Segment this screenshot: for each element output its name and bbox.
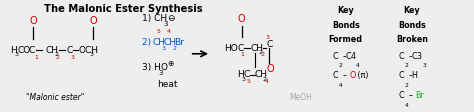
Text: 2: 2 [405, 64, 409, 68]
Text: 2: 2 [260, 52, 264, 57]
Text: 3: 3 [417, 52, 421, 60]
Text: heat: heat [157, 80, 177, 89]
Text: C: C [332, 71, 338, 80]
Text: 4: 4 [350, 52, 356, 60]
Text: C: C [266, 40, 273, 49]
Text: O: O [89, 16, 97, 26]
Text: 4: 4 [356, 64, 360, 68]
Text: 3: 3 [164, 21, 168, 27]
Text: Br: Br [174, 38, 184, 47]
Text: CH: CH [255, 70, 268, 79]
Text: CH: CH [46, 46, 59, 55]
Text: O: O [349, 71, 356, 80]
Text: C: C [67, 46, 73, 55]
Text: ⊖: ⊖ [167, 14, 175, 23]
Text: 1: 1 [241, 52, 245, 57]
Text: C: C [243, 70, 249, 79]
Text: 5: 5 [156, 29, 160, 34]
Text: ⊕: ⊕ [167, 59, 173, 68]
Text: 4: 4 [405, 103, 409, 108]
Text: 4: 4 [338, 83, 342, 88]
Text: (π): (π) [355, 71, 369, 80]
Text: Formed: Formed [328, 35, 363, 44]
Text: 2: 2 [259, 50, 263, 55]
Text: 3: 3 [15, 52, 19, 57]
Text: 2: 2 [54, 52, 58, 57]
Text: Br: Br [416, 91, 425, 100]
Text: O: O [29, 16, 36, 26]
Text: MeOH: MeOH [289, 93, 312, 102]
Text: Bonds: Bonds [332, 21, 360, 30]
Text: 5: 5 [247, 79, 251, 84]
Text: The Malonic Ester Synthesis: The Malonic Ester Synthesis [44, 4, 203, 14]
Text: 2: 2 [172, 46, 176, 51]
Text: 3: 3 [241, 77, 245, 82]
Text: 1: 1 [35, 55, 38, 60]
Text: 4: 4 [166, 29, 171, 34]
Text: 1) CH: 1) CH [143, 14, 168, 23]
Text: CH: CH [250, 44, 263, 53]
Text: –C: –C [343, 52, 353, 60]
Text: –H: –H [409, 71, 419, 80]
Text: HO: HO [224, 44, 237, 53]
Text: O: O [161, 63, 168, 72]
Text: –: – [343, 71, 347, 80]
Text: C: C [399, 71, 404, 80]
Text: –: – [409, 91, 413, 100]
Text: CH: CH [164, 38, 177, 47]
Text: 3: 3 [422, 64, 426, 68]
Text: CH: CH [153, 38, 166, 47]
Text: 3: 3 [266, 35, 270, 40]
Text: 3) H: 3) H [143, 63, 161, 72]
Text: Key: Key [337, 6, 354, 15]
Text: "Malonic ester": "Malonic ester" [26, 93, 84, 102]
Text: 3: 3 [71, 55, 74, 60]
Text: O: O [266, 64, 274, 74]
Text: H: H [237, 70, 244, 79]
Text: 2): 2) [143, 38, 155, 47]
Text: 4: 4 [264, 79, 268, 84]
Text: 2: 2 [263, 77, 267, 82]
Text: Broken: Broken [396, 35, 428, 44]
Text: 2: 2 [55, 55, 60, 60]
Text: 2: 2 [405, 83, 409, 88]
Text: O: O [238, 14, 246, 25]
Text: C: C [237, 44, 243, 53]
Text: C: C [399, 91, 404, 100]
Text: Key: Key [403, 6, 420, 15]
Text: C: C [332, 52, 338, 60]
Text: 3: 3 [158, 70, 163, 76]
Text: H: H [10, 46, 17, 55]
Text: Bonds: Bonds [398, 21, 426, 30]
Text: CO: CO [18, 46, 31, 55]
Text: 3: 3 [161, 46, 165, 51]
Text: OCH: OCH [79, 46, 99, 55]
Text: –C: –C [409, 52, 419, 60]
Text: 2: 2 [338, 64, 343, 68]
Text: C: C [28, 46, 35, 55]
Text: C: C [399, 52, 404, 60]
Text: 3: 3 [90, 52, 93, 57]
